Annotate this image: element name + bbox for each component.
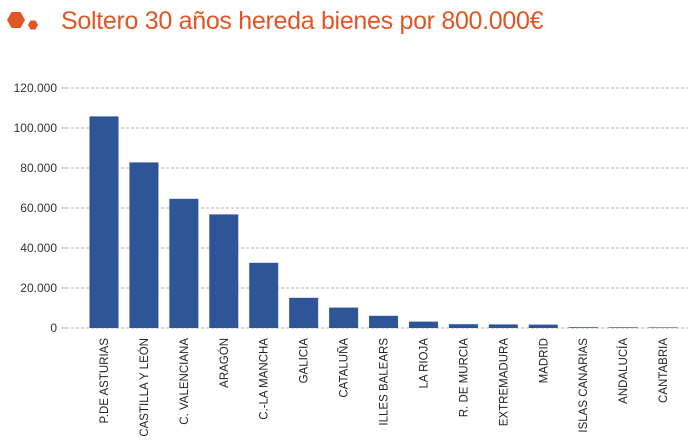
bars <box>89 116 678 329</box>
y-tick-label: 120.000 <box>14 81 58 95</box>
x-category-label: ANDALUCÍA <box>617 338 630 404</box>
bar <box>648 327 678 328</box>
bar <box>249 262 279 328</box>
bar <box>209 214 239 328</box>
x-category-label: MADRID <box>538 338 550 383</box>
x-category-label: ILLES BALEARS <box>379 338 391 426</box>
y-tick-label: 100.000 <box>14 121 58 135</box>
x-category-label: ISLAS CANARIAS <box>578 338 590 433</box>
x-category-label: CATALUÑA <box>338 338 351 398</box>
x-category-label: EXTREMADURA <box>498 338 510 427</box>
bar <box>448 324 478 328</box>
gridlines <box>66 87 688 329</box>
bar <box>129 162 159 328</box>
x-category-label: C. VALENCIANA <box>179 338 191 425</box>
bar <box>169 198 199 328</box>
x-category-label: CANTABRIA <box>658 338 670 403</box>
bar <box>289 297 319 328</box>
x-category-label: P.DE ASTURIAS <box>99 338 111 424</box>
x-category-label: GALICIA <box>299 338 311 384</box>
y-tick-label: 60.000 <box>20 201 57 215</box>
y-tick-label: 80.000 <box>20 161 57 175</box>
bar <box>89 116 119 329</box>
x-category-label: LA RIOJA <box>418 338 430 389</box>
bar <box>408 321 438 328</box>
x-category-label: ARAGÓN <box>218 338 231 388</box>
y-tick-label: 20.000 <box>20 281 57 295</box>
x-axis-labels: P.DE ASTURIAS CASTILLA Y LEÓN C. VALENCIAN… <box>99 338 670 437</box>
x-category-label: C.-LA MANCHA <box>259 338 271 420</box>
orange-hexagons-icon <box>7 12 38 30</box>
page-title: Soltero 30 años hereda bienes por 800.00… <box>61 7 544 35</box>
y-tick-label: 40.000 <box>20 241 57 255</box>
bar <box>329 307 359 328</box>
header: Soltero 30 años hereda bienes por 800.00… <box>0 0 698 48</box>
bar <box>369 315 399 328</box>
x-category-label: R. DE MURCIA <box>458 338 470 418</box>
bar <box>528 324 558 328</box>
x-category-label: CASTILLA Y LEÓN <box>138 338 151 437</box>
y-tick-label: 0 <box>50 321 57 335</box>
bar <box>568 327 598 328</box>
y-axis-ticks: 0 20.000 40.000 60.000 80.000 100.000 120.000 <box>14 81 66 335</box>
bar <box>608 327 638 328</box>
bar <box>488 324 518 328</box>
